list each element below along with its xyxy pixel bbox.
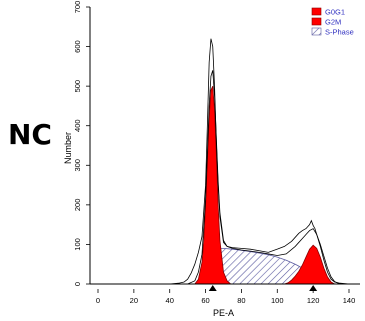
y-tick-label: 600 — [73, 40, 82, 53]
x-tick-label: 20 — [130, 296, 138, 305]
series-histogram-line — [169, 38, 350, 285]
legend-swatch-g2m — [311, 17, 322, 26]
panel-label: NC — [8, 118, 52, 151]
series-g2m — [284, 244, 335, 285]
x-axis-label: PE-A — [213, 308, 234, 318]
x-tick-label: 0 — [96, 296, 100, 305]
x-tick-label: 80 — [237, 296, 245, 305]
peak-marker-triangle — [309, 285, 318, 291]
legend-swatch-g0g1 — [311, 7, 322, 16]
peak-marker-triangle — [208, 285, 217, 291]
peak-markers — [208, 285, 318, 291]
legend-label-g2m: G2M — [325, 18, 341, 27]
y-tick-label: 0 — [73, 282, 82, 286]
legend-label-s-phase: S-Phase — [325, 28, 354, 37]
plot-area — [169, 38, 350, 285]
series-g0g1 — [194, 85, 232, 285]
x-tick-label: 100 — [271, 296, 284, 305]
y-tick-label: 100 — [73, 238, 82, 251]
x-tick-label: 40 — [166, 296, 174, 305]
y-tick-label: 500 — [73, 80, 82, 93]
y-tick-label: 200 — [73, 199, 82, 212]
y-tick-label: 700 — [73, 1, 82, 14]
x-tick-label: 120 — [307, 296, 320, 305]
y-axis-label: Number — [63, 132, 73, 164]
y-tick-label: 300 — [73, 159, 82, 172]
legend-swatch-s-phase — [311, 27, 322, 36]
axes: 0 20 40 60 80 100 120 140 0 100 200 300 400 500 600 700 — [73, 1, 360, 305]
x-tick-label: 140 — [343, 296, 356, 305]
legend-label-g0g1: G0G1 — [325, 8, 345, 17]
x-tick-label: 60 — [201, 296, 209, 305]
y-tick-label: 400 — [73, 119, 82, 132]
